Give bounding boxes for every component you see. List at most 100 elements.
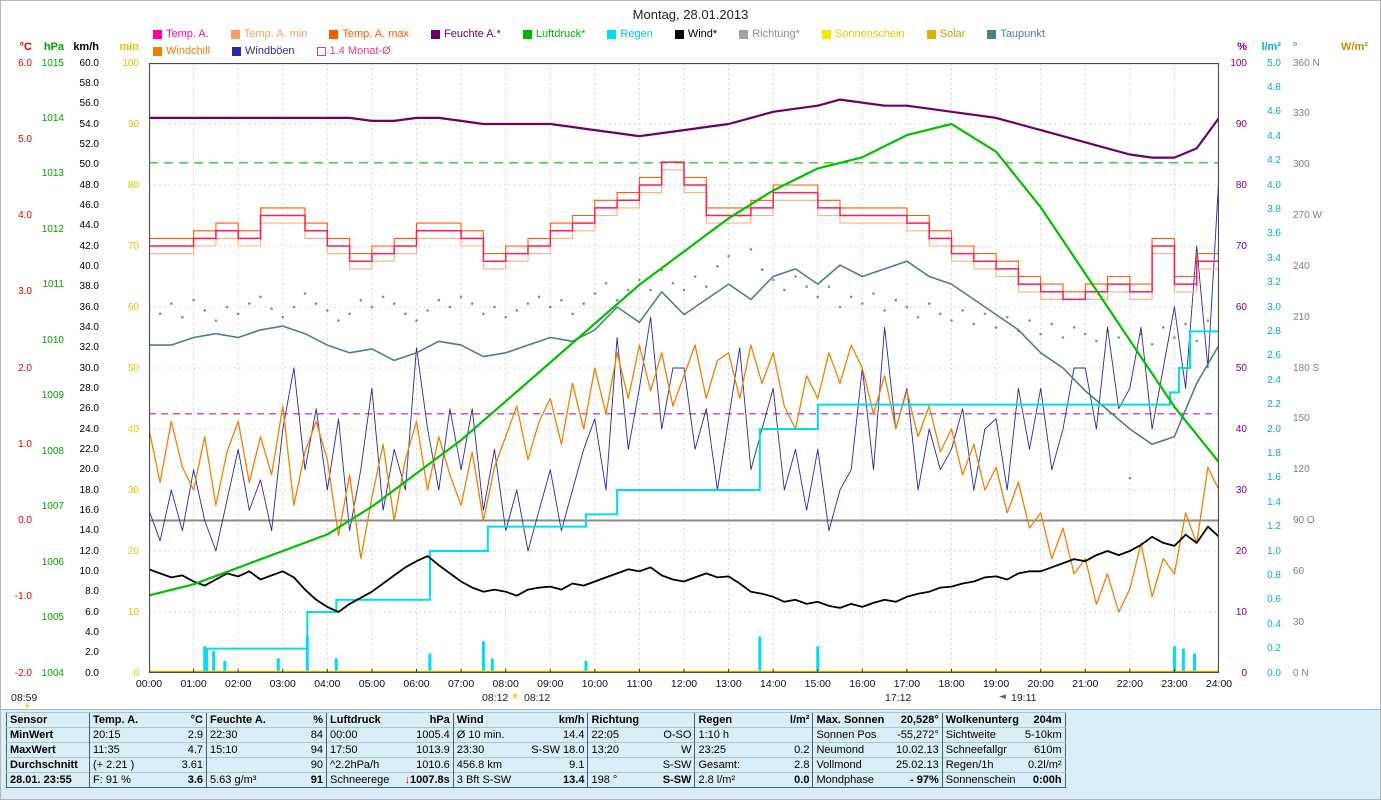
series-richtung-dot [749, 248, 753, 251]
series-richtung-dot [181, 315, 184, 319]
legend-row-1: Temp. A. Temp. A. min Temp. A. max Feuchte … [153, 28, 1045, 40]
x-axis-tick: 22:00 [1116, 678, 1143, 690]
rain-interval-bar [481, 641, 485, 673]
legend-swatch-icon [230, 29, 240, 39]
sensor-cell-value: 13.4 [528, 772, 588, 788]
axis-tick: 10 [1235, 606, 1247, 618]
sensor-cell-value: 94 [281, 742, 327, 758]
legend-label: 1.4 Monat-Ø [329, 45, 391, 57]
axis-tick: 60 [1235, 301, 1247, 313]
sensor-cell-value: S-SW [649, 772, 695, 788]
series-richtung-dot [682, 288, 686, 292]
axis-tick: 40 [127, 423, 139, 435]
sensor-cell-label: F: 91 % [89, 772, 162, 788]
series-richtung-dot [582, 302, 585, 305]
axis-tick: 34.0 [79, 321, 99, 333]
legend-swatch-icon [329, 29, 339, 39]
series-richtung-dot [771, 278, 775, 282]
series-richtung-dot [704, 285, 708, 288]
series-richtung-dot [214, 319, 218, 322]
axis-tick: 0.0 [18, 515, 32, 526]
series-richtung-dot [292, 305, 296, 309]
legend-swatch-icon [153, 46, 162, 56]
axis-tick: 2.0 [85, 647, 99, 659]
series-richtung-dot [905, 305, 909, 309]
axis-tick: 46.0 [79, 199, 99, 211]
rain-interval-bar [816, 646, 820, 673]
series-richtung-dot [894, 298, 898, 302]
series-richtung-dot [983, 312, 987, 316]
axis-tick: 3.8 [1267, 203, 1281, 215]
series-richtung-dot [716, 265, 719, 268]
sensor-cell-value: hPa [401, 712, 454, 728]
series-richtung-dot [883, 309, 886, 312]
axis-tick: 210 [1293, 311, 1310, 323]
legend-swatch-icon [522, 29, 532, 39]
axis-tick: 70 [1235, 240, 1247, 252]
series-richtung-dot [1005, 315, 1009, 319]
sun-icon: ☀ [23, 702, 32, 712]
series-richtung-dot [192, 298, 195, 302]
astro-cell-label: Neumond [812, 742, 893, 758]
series-richtung-dot [760, 268, 764, 272]
series-richtung-dot [994, 326, 998, 329]
axis-tick: -1.0 [14, 591, 32, 603]
rain-interval-bar [1172, 646, 1176, 673]
axis-tick: 3.2 [1267, 277, 1281, 289]
sensor-cell-value: 4.7 [161, 742, 207, 758]
axis-tick: 6.0 [85, 606, 99, 618]
sensor-cell-label: Schneerege [326, 772, 402, 788]
series-wind [149, 525, 1219, 613]
axis-tick: 50.0 [79, 159, 99, 171]
series-richtung-dot [1039, 332, 1042, 336]
series-richtung-dot [493, 305, 496, 309]
x-axis-tick: 24:00 [1205, 678, 1233, 690]
legend-item-1-4-monat: 1.4 Monat-Ø [316, 45, 391, 57]
axis-tick: 16.0 [79, 504, 99, 516]
stats-row-28-01-23-55: 28.01. 23:55 F: 91 % 3.6 5.63 g/m³ 91 Schneer… [6, 772, 1066, 788]
series-richtung-dot [916, 315, 920, 319]
astro-cell-value: - 97% [892, 772, 943, 788]
axis-tick: 1004 [41, 667, 64, 679]
sensor-cell-label: 456.8 km [452, 757, 529, 773]
astro-cell-label: Max. Sonnen [812, 712, 893, 728]
legend-label: Temp. A. min [243, 28, 308, 40]
axis-tick: 0 [1241, 667, 1247, 679]
legend-item-richtung: Richtung* [739, 28, 800, 40]
x-axis-tick: 13:00 [715, 678, 742, 690]
legend-swatch-icon [821, 29, 831, 39]
axis-tick: 24.0 [79, 423, 99, 435]
stats-row-durchschnitt: Durchschnitt (+ 2.21 ) 3.61 90 ^2.2hPa/h 1010… [6, 757, 1066, 773]
series-richtung-dot [604, 281, 608, 285]
series-richtung-dot [270, 307, 273, 310]
sensor-cell-label: 2.8 l/m² [694, 772, 768, 788]
axis-unit-min: min [119, 41, 139, 53]
rain-interval-bar [223, 660, 227, 673]
astro-cell-label: Schneefallgr [941, 742, 1022, 758]
astro-time-label: 19:11 [1011, 692, 1037, 704]
legend-swatch-icon [232, 46, 242, 56]
axis-tick: 20 [1235, 545, 1247, 557]
series-richtung-dot [1095, 339, 1098, 343]
sensor-cell-label [206, 757, 282, 773]
legend-item-wind: Wind* [674, 28, 717, 40]
astro-cell-value: 610m [1021, 742, 1066, 758]
astro-cell-label: Sonnen Pos [812, 727, 893, 743]
axis-tick: 38.0 [79, 281, 99, 293]
sensor-cell-label: 22:05 [587, 727, 650, 743]
axis-tick: 2.4 [1267, 374, 1281, 386]
series-richtung-dot [872, 292, 875, 295]
moonset-icon: ◄ [999, 692, 1006, 702]
stats-row-sensor: Sensor Temp. A. °C Feuchte A.% Luftdruck hPa W… [6, 712, 1066, 728]
series-richtung-dot [649, 288, 652, 292]
sensor-cell-value: % [281, 712, 327, 728]
sensor-cell-label: Regen [694, 712, 768, 728]
series-richtung-dot [1173, 336, 1176, 339]
series-richtung-dot [838, 305, 842, 309]
row-label: Sensor [6, 712, 90, 728]
series-richtung-dot [1117, 336, 1120, 339]
axis-tick: 2.0 [18, 362, 32, 374]
page-title: Montag, 28.01.2013 [632, 7, 749, 22]
axis-tick: 10.0 [79, 565, 99, 577]
series-richtung-dot [359, 298, 363, 302]
